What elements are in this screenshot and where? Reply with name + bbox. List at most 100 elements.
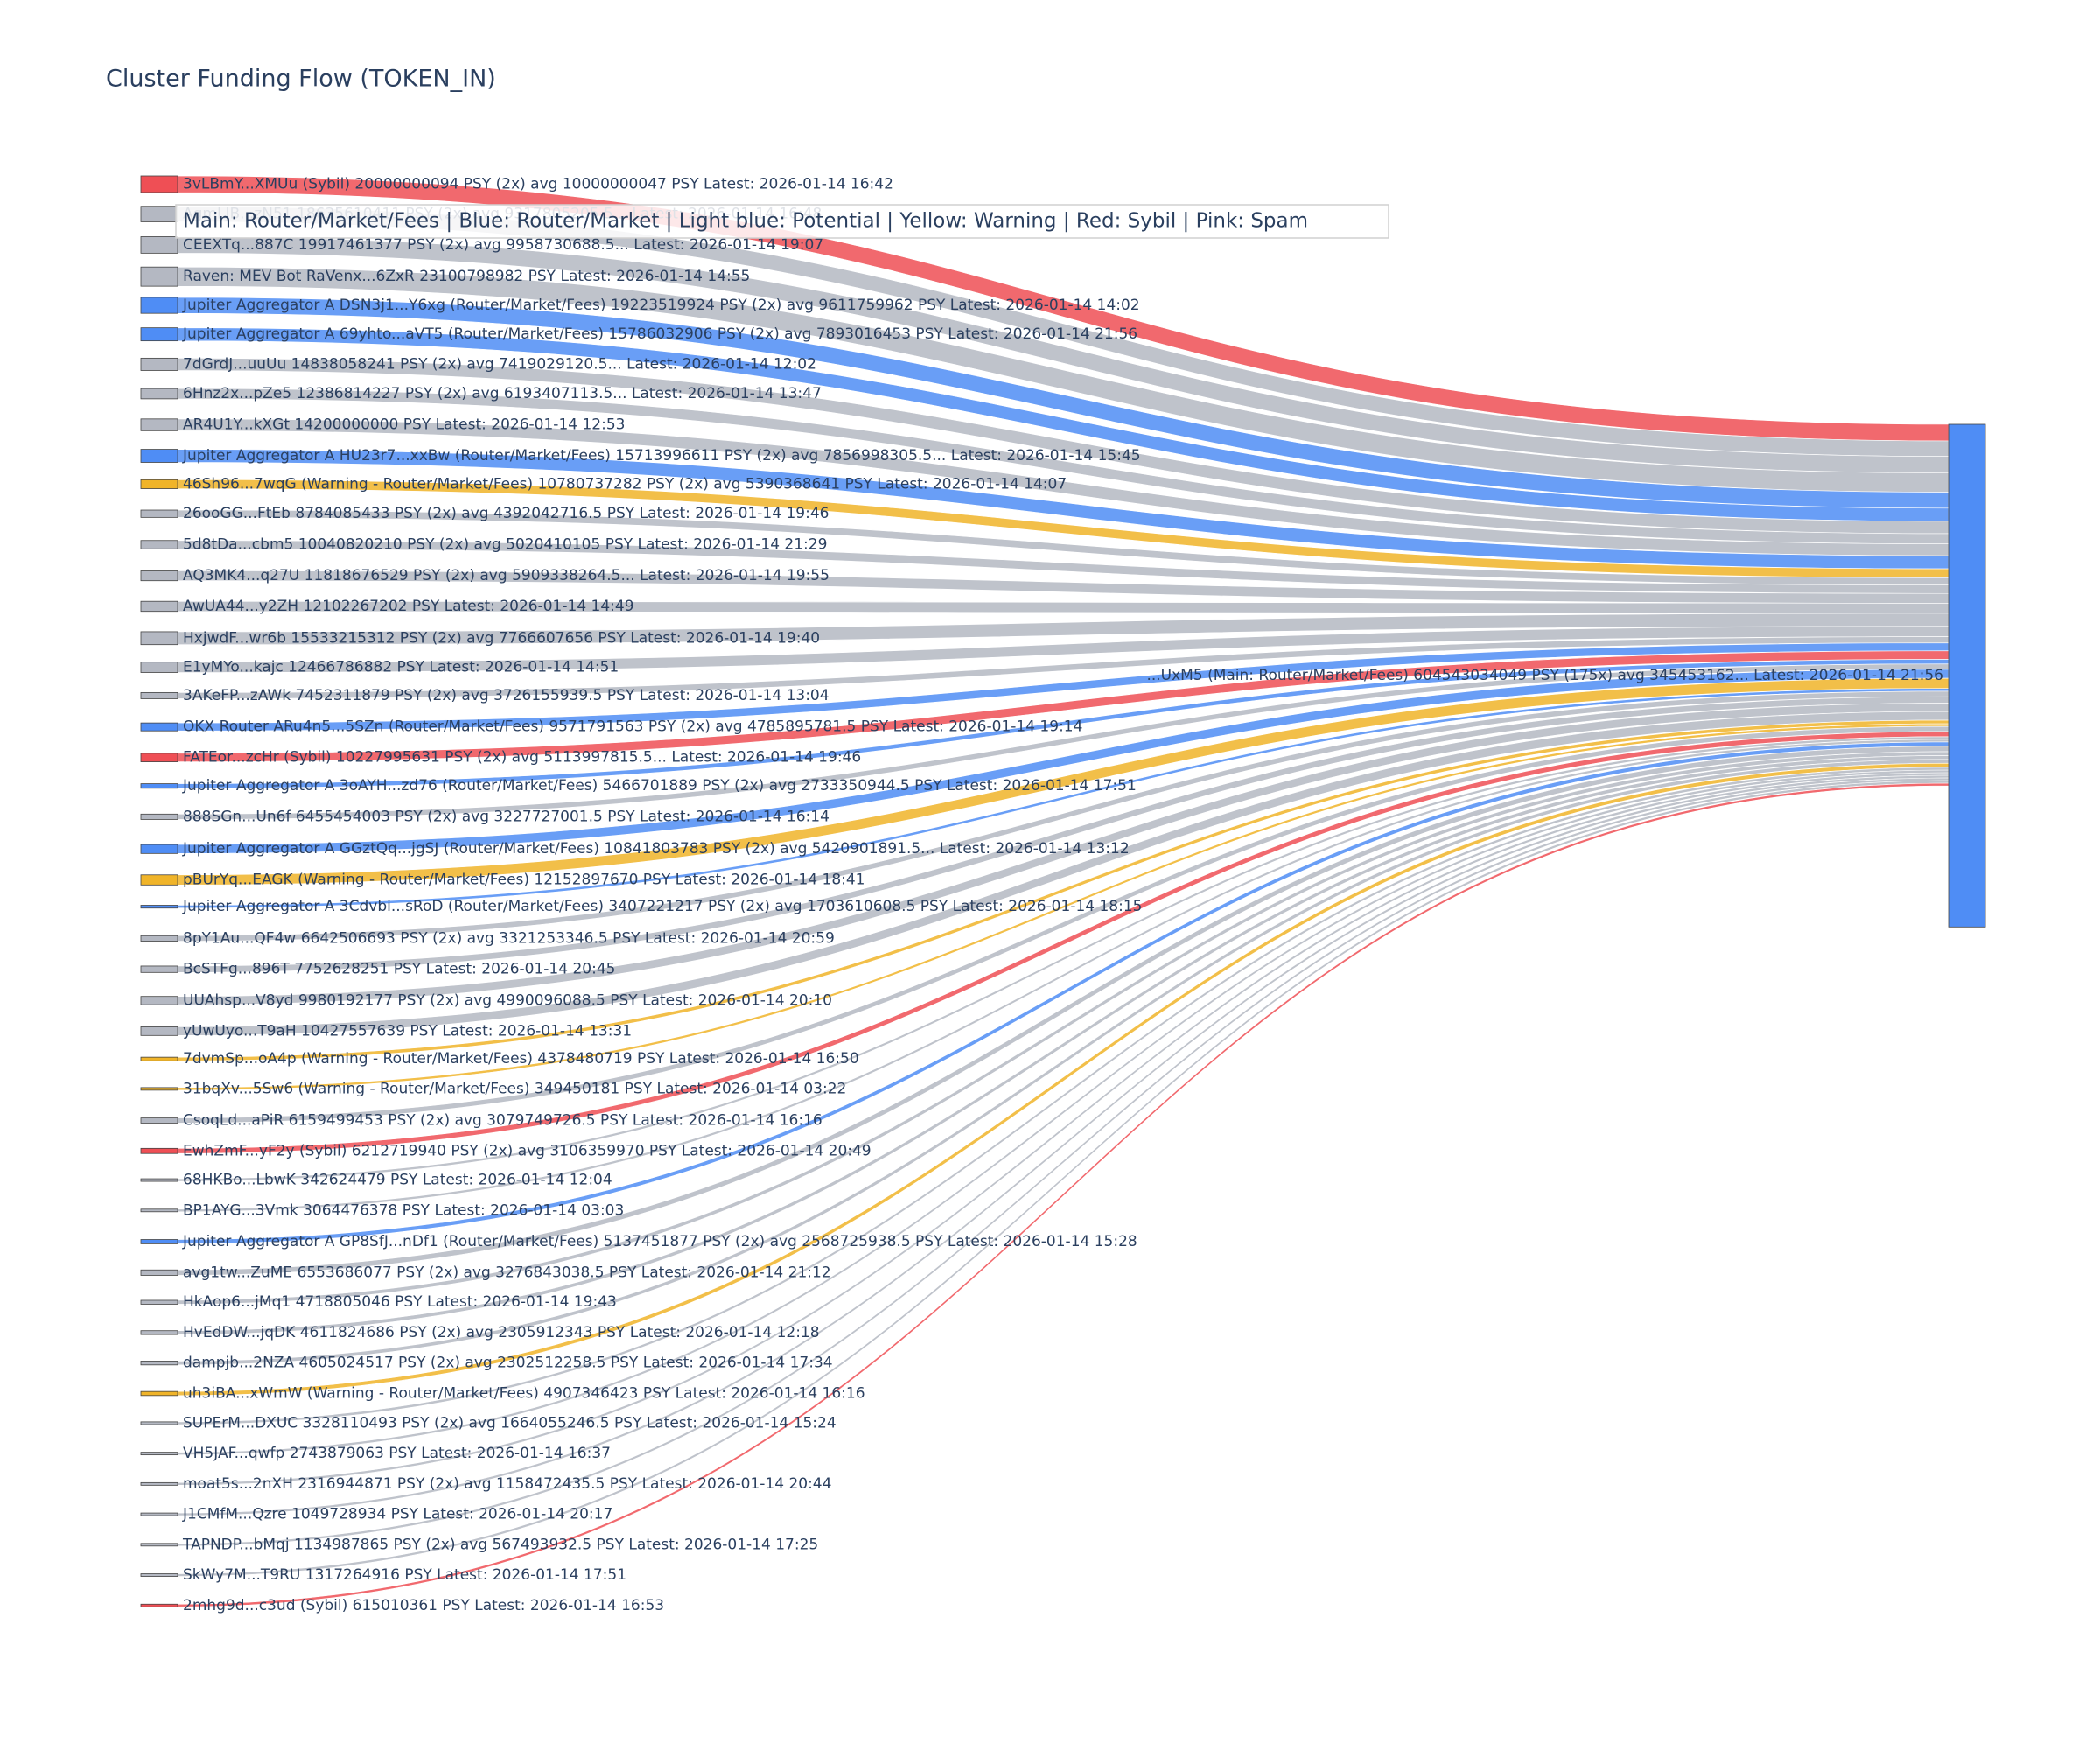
node-label: yUwUyo...T9aH 10427557639 PSY Latest: 20… (183, 1022, 632, 1040)
source-node (140, 1087, 178, 1091)
source-node (140, 449, 178, 463)
source-node (140, 175, 178, 193)
source-node (140, 540, 178, 550)
source-node (140, 1239, 178, 1244)
source-node (140, 297, 178, 314)
source-node (140, 752, 178, 762)
node-label: OKX Router ARu4n5...5SZn (Router/Market/… (183, 718, 1082, 736)
source-node (140, 1452, 178, 1456)
source-node (140, 1481, 178, 1486)
node-label: TAPNDP...bMqj 1134987865 PSY (2x) avg 56… (182, 1536, 818, 1553)
source-node (140, 570, 178, 582)
node-label: SUPErM...DXUC 3328110493 PSY (2x) avg 16… (183, 1414, 836, 1432)
node-label: Jupiter Aggregator A HU23r7...xxBw (Rout… (182, 447, 1141, 465)
node-label: FATEor...zcHr (Sybil) 10227995631 PSY (2… (183, 749, 861, 766)
source-node (140, 206, 178, 222)
source-node (140, 934, 178, 942)
node-label: 7dvmSp...oA4p (Warning - Router/Market/F… (183, 1050, 859, 1068)
node-label: 46Sh96...7wqG (Warning - Router/Market/F… (183, 475, 1067, 493)
source-node (140, 1603, 178, 1607)
node-label: 8pY1Au...QF4w 6642506693 PSY (2x) avg 33… (183, 929, 835, 947)
node-label: 7dGrdJ...uuUu 14838058241 PSY (2x) avg 7… (183, 355, 816, 373)
source-node (140, 874, 178, 886)
legend-text: Main: Router/Market/Fees | Blue: Router/… (183, 210, 1308, 233)
source-node (140, 1026, 178, 1036)
source-node (140, 1208, 178, 1213)
node-label: CsoqLd...aPiR 6159499453 PSY (2x) avg 30… (183, 1112, 822, 1130)
target-node (1948, 424, 1986, 928)
source-node (140, 1512, 178, 1516)
node-label: SkWy7M...T9RU 1317264916 PSY Latest: 202… (183, 1566, 626, 1584)
node-label: AQ3MK4...q27U 11818676529 PSY (2x) avg 5… (183, 567, 830, 584)
node-label: EwhZmF...yF2y (Sybil) 6212719940 PSY (2x… (183, 1142, 872, 1159)
source-node (140, 844, 178, 854)
source-node (140, 1421, 178, 1425)
source-node (140, 479, 178, 489)
links (177, 175, 1950, 1607)
chart-title: Cluster Funding Flow (TOKEN_IN) (106, 66, 496, 93)
source-node (140, 418, 178, 431)
node-label: 31bqXv...5Sw6 (Warning - Router/Market/F… (183, 1080, 846, 1097)
source-node (140, 722, 178, 732)
node-label: 26ooGG...FtEb 8784085433 PSY (2x) avg 43… (183, 505, 829, 522)
node-label: AwUA44...y2ZH 12102267202 PSY Latest: 20… (183, 598, 634, 615)
source-node (140, 996, 178, 1005)
source-node (140, 509, 178, 518)
source-node (140, 1543, 178, 1547)
nodes (140, 175, 1986, 1607)
node-label: J1CMfM...Qzre 1049728934 PSY Latest: 202… (182, 1506, 612, 1523)
legend-background (175, 204, 1390, 239)
node-label: uh3iBA...xWmW (Warning - Router/Market/F… (183, 1384, 865, 1402)
node-label: 3vLBmY...XMUu (Sybil) 20000000094 PSY (2… (183, 176, 893, 193)
source-node (140, 1330, 178, 1335)
source-node (140, 783, 178, 789)
source-node (140, 662, 178, 673)
node-label: HkAop6...jMq1 4718805046 PSY Latest: 202… (183, 1293, 617, 1311)
source-node (140, 1147, 178, 1154)
node-label: E1yMYo...kajc 12466786882 PSY Latest: 20… (183, 659, 619, 676)
node-label: 2mhg9d...c3ud (Sybil) 615010361 PSY Late… (183, 1597, 664, 1614)
legend-box: Main: Router/Market/Fees | Blue: Router/… (175, 204, 1390, 239)
source-node (140, 905, 178, 909)
node-label: HvEdDW...jqDK 4611824686 PSY (2x) avg 23… (183, 1324, 820, 1341)
node-label: 5d8tDa...cbm5 10040820210 PSY (2x) avg 5… (183, 536, 827, 554)
node-label: VH5JAF...qwfp 2743879063 PSY Latest: 202… (183, 1445, 611, 1462)
source-node (140, 388, 178, 400)
node-label: CEEXTq...887C 19917461377 PSY (2x) avg 9… (183, 236, 823, 254)
node-label: 888SGn...Un6f 6455454003 PSY (2x) avg 32… (183, 808, 830, 825)
source-node (140, 813, 178, 820)
source-node (140, 1269, 178, 1276)
node-label: 3AKeFP...zAWk 7452311879 PSY (2x) avg 37… (183, 687, 830, 704)
source-node (140, 1390, 178, 1396)
source-node (140, 1056, 178, 1061)
source-node (140, 600, 178, 612)
source-node (140, 357, 178, 371)
node-label: BcSTFg...896T 7752628251 PSY Latest: 202… (183, 961, 615, 978)
node-label: BP1AYG...3Vmk 3064476378 PSY Latest: 202… (183, 1201, 624, 1219)
node-label: avg1tw...ZuME 6553686077 PSY (2x) avg 32… (183, 1264, 831, 1281)
source-node (140, 327, 178, 342)
source-node (140, 691, 178, 699)
source-node (140, 1361, 178, 1366)
source-node (140, 266, 178, 287)
node-label: Jupiter Aggregator A 3Cdvbi...sRoD (Rout… (182, 898, 1142, 915)
labels: 3vLBmY...XMUu (Sybil) 20000000094 PSY (2… (182, 176, 1943, 1614)
source-node (140, 1573, 178, 1577)
node-label: Jupiter Aggregator A GP8SfJ...nDf1 (Rout… (182, 1233, 1138, 1250)
node-label: AR4U1Y...kXGt 14200000000 PSY Latest: 20… (183, 416, 625, 434)
node-label: 68HKBo...LbwK 342624479 PSY Latest: 2026… (183, 1172, 612, 1189)
node-label: Jupiter Aggregator A GGztQq...jgSJ (Rout… (182, 840, 1130, 858)
source-node (140, 1117, 178, 1124)
target-label: ...UxM5 (Main: Router/Market/Fees) 60454… (1146, 667, 1943, 684)
node-label: UUAhsp...V8yd 9980192177 PSY (2x) avg 49… (183, 991, 832, 1009)
source-node (140, 236, 178, 254)
source-node (140, 631, 178, 646)
node-label: dampjb...2NZA 4605024517 PSY (2x) avg 23… (183, 1354, 833, 1372)
node-label: Jupiter Aggregator A DSN3j1...Y6xg (Rout… (182, 297, 1140, 314)
node-label: Raven: MEV Bot RaVenx...6ZxR 23100798982… (183, 268, 750, 285)
source-node (140, 1299, 178, 1305)
node-label: 6Hnz2x...pZe5 12386814227 PSY (2x) avg 6… (183, 385, 822, 402)
source-node (140, 1178, 178, 1182)
node-label: Jupiter Aggregator A 69yhto...aVT5 (Rout… (182, 326, 1138, 343)
